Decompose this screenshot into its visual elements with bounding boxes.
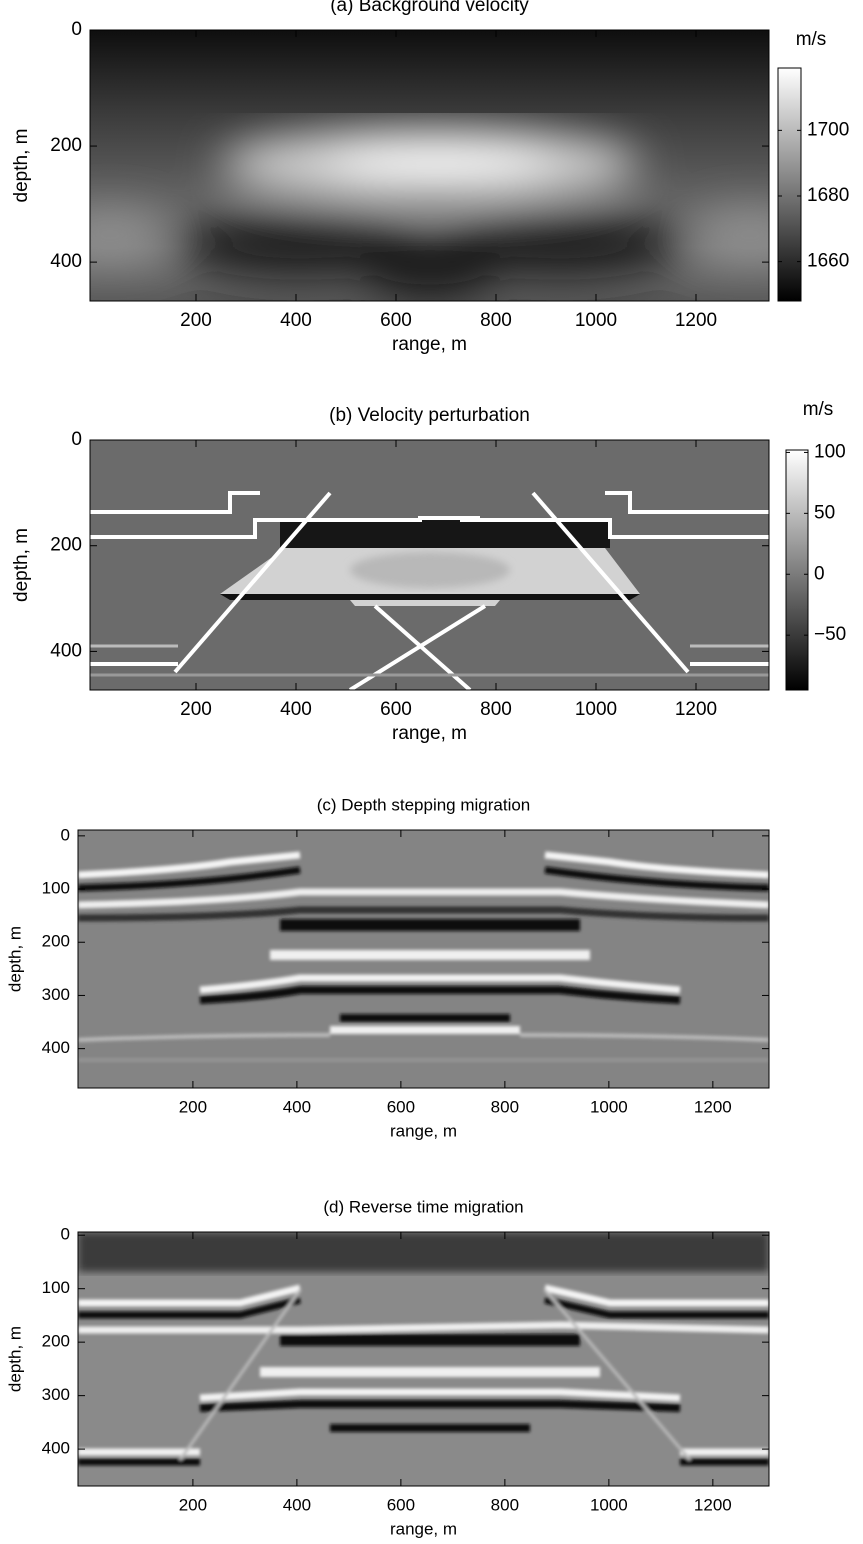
colorbar xyxy=(785,449,809,691)
y-tick-label: 300 xyxy=(42,985,70,1004)
x-tick-label: 1200 xyxy=(675,310,717,331)
y-axis-label: depth, m xyxy=(5,1326,24,1392)
image-b xyxy=(90,440,769,690)
y-tick-label: 200 xyxy=(50,535,82,556)
axes-frame xyxy=(89,439,770,691)
x-axis-label: range, m xyxy=(390,1519,457,1538)
y-tick-label: 300 xyxy=(42,1385,70,1404)
x-tick-label: 800 xyxy=(480,310,512,331)
colorbar-tick-label: 50 xyxy=(814,502,835,523)
x-axis-label: range, m xyxy=(392,334,467,355)
x-axis-label: range, m xyxy=(390,1121,457,1140)
x-tick-label: 1000 xyxy=(575,310,617,331)
x-tick-label: 600 xyxy=(387,1495,415,1514)
y-axis-label: depth, m xyxy=(5,926,24,992)
x-tick-label: 600 xyxy=(380,699,412,720)
x-tick-label: 1200 xyxy=(694,1495,732,1514)
x-axis-label: range, m xyxy=(392,723,467,744)
colorbar-tick-label: −50 xyxy=(814,624,846,645)
y-tick-label: 0 xyxy=(61,825,70,844)
colorbar-label: m/s xyxy=(796,29,827,50)
y-tick-label: 0 xyxy=(61,1225,70,1244)
x-tick-label: 800 xyxy=(480,699,512,720)
y-tick-label: 400 xyxy=(50,640,82,661)
colorbar-tick-label: 1660 xyxy=(807,251,849,272)
image-c xyxy=(78,830,769,1088)
y-tick-label: 400 xyxy=(42,1038,70,1057)
x-tick-label: 400 xyxy=(283,1097,311,1116)
y-tick-label: 0 xyxy=(71,19,82,40)
y-tick-label: 400 xyxy=(42,1439,70,1458)
y-tick-label: 400 xyxy=(50,251,82,272)
x-tick-label: 600 xyxy=(380,310,412,331)
x-tick-label: 200 xyxy=(179,1495,207,1514)
colorbar-tick-label: 100 xyxy=(814,441,846,462)
x-tick-label: 400 xyxy=(280,699,312,720)
x-tick-label: 200 xyxy=(179,1097,207,1116)
x-tick-label: 200 xyxy=(180,310,212,331)
y-tick-label: 100 xyxy=(42,1278,70,1297)
x-tick-label: 600 xyxy=(387,1097,415,1116)
colorbar xyxy=(777,67,802,302)
axes-frame xyxy=(77,829,770,1089)
x-tick-label: 1000 xyxy=(590,1097,628,1116)
y-tick-label: 200 xyxy=(50,135,82,156)
x-tick-label: 1000 xyxy=(590,1495,628,1514)
chart-title: (d) Reverse time migration xyxy=(323,1197,523,1216)
x-tick-label: 800 xyxy=(491,1495,519,1514)
y-tick-label: 200 xyxy=(42,932,70,951)
colorbar-label: m/s xyxy=(803,399,834,420)
x-tick-label: 800 xyxy=(491,1097,519,1116)
axes-frame xyxy=(77,1231,770,1487)
chart-title: (b) Velocity perturbation xyxy=(329,405,530,426)
colorbar-tick-label: 1680 xyxy=(807,185,849,206)
colorbar-tick-label: 0 xyxy=(814,563,825,584)
y-tick-label: 200 xyxy=(42,1332,70,1351)
x-tick-label: 400 xyxy=(280,310,312,331)
y-axis-label: depth, m xyxy=(11,129,32,203)
y-axis-label: depth, m xyxy=(11,528,32,602)
y-tick-label: 0 xyxy=(71,429,82,450)
x-tick-label: 1000 xyxy=(575,699,617,720)
y-tick-label: 100 xyxy=(42,879,70,898)
image-d xyxy=(78,1232,769,1486)
x-tick-label: 400 xyxy=(283,1495,311,1514)
axes-frame xyxy=(89,29,770,302)
image-a xyxy=(90,30,769,301)
x-tick-label: 200 xyxy=(180,699,212,720)
x-tick-label: 1200 xyxy=(694,1097,732,1116)
colorbar-tick-label: 1700 xyxy=(807,119,849,140)
x-tick-label: 1200 xyxy=(675,699,717,720)
chart-title: (c) Depth stepping migration xyxy=(317,795,531,814)
chart-title: (a) Background velocity xyxy=(330,0,529,16)
